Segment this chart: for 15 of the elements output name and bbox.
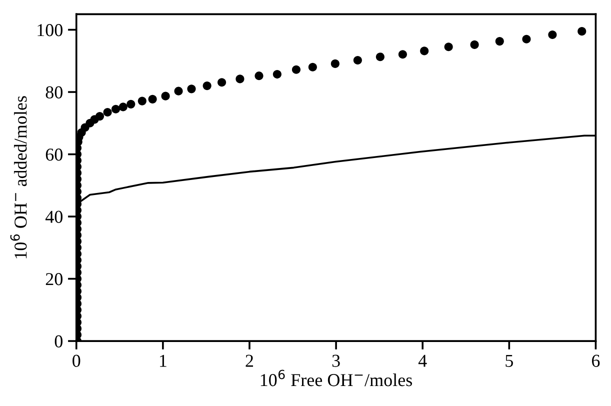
x-tick-label: 0 [72,354,80,367]
y-tick-label: 20 [46,273,62,286]
x-axis-title: 10$^{6}$ Free OH$^{−}$/moles [260,370,412,386]
y-tick-label: 100 [38,24,62,36]
x-tick-label: 3 [332,354,340,367]
y-tick-label: 60 [46,148,62,161]
y-axis-title: 10$^{6}$ OH$^{−}$ added/moles [10,96,27,258]
y-tick-label: 40 [45,210,62,223]
x-tick-label: 4 [418,354,427,367]
x-tick-label: 5 [506,354,513,367]
x-tick-label: 6 [592,354,600,367]
y-tick-label: 80 [46,86,62,98]
y-tick-label: 0 [54,335,62,348]
x-tick-label: 2 [246,354,254,367]
x-tick-label: 1 [160,354,166,367]
